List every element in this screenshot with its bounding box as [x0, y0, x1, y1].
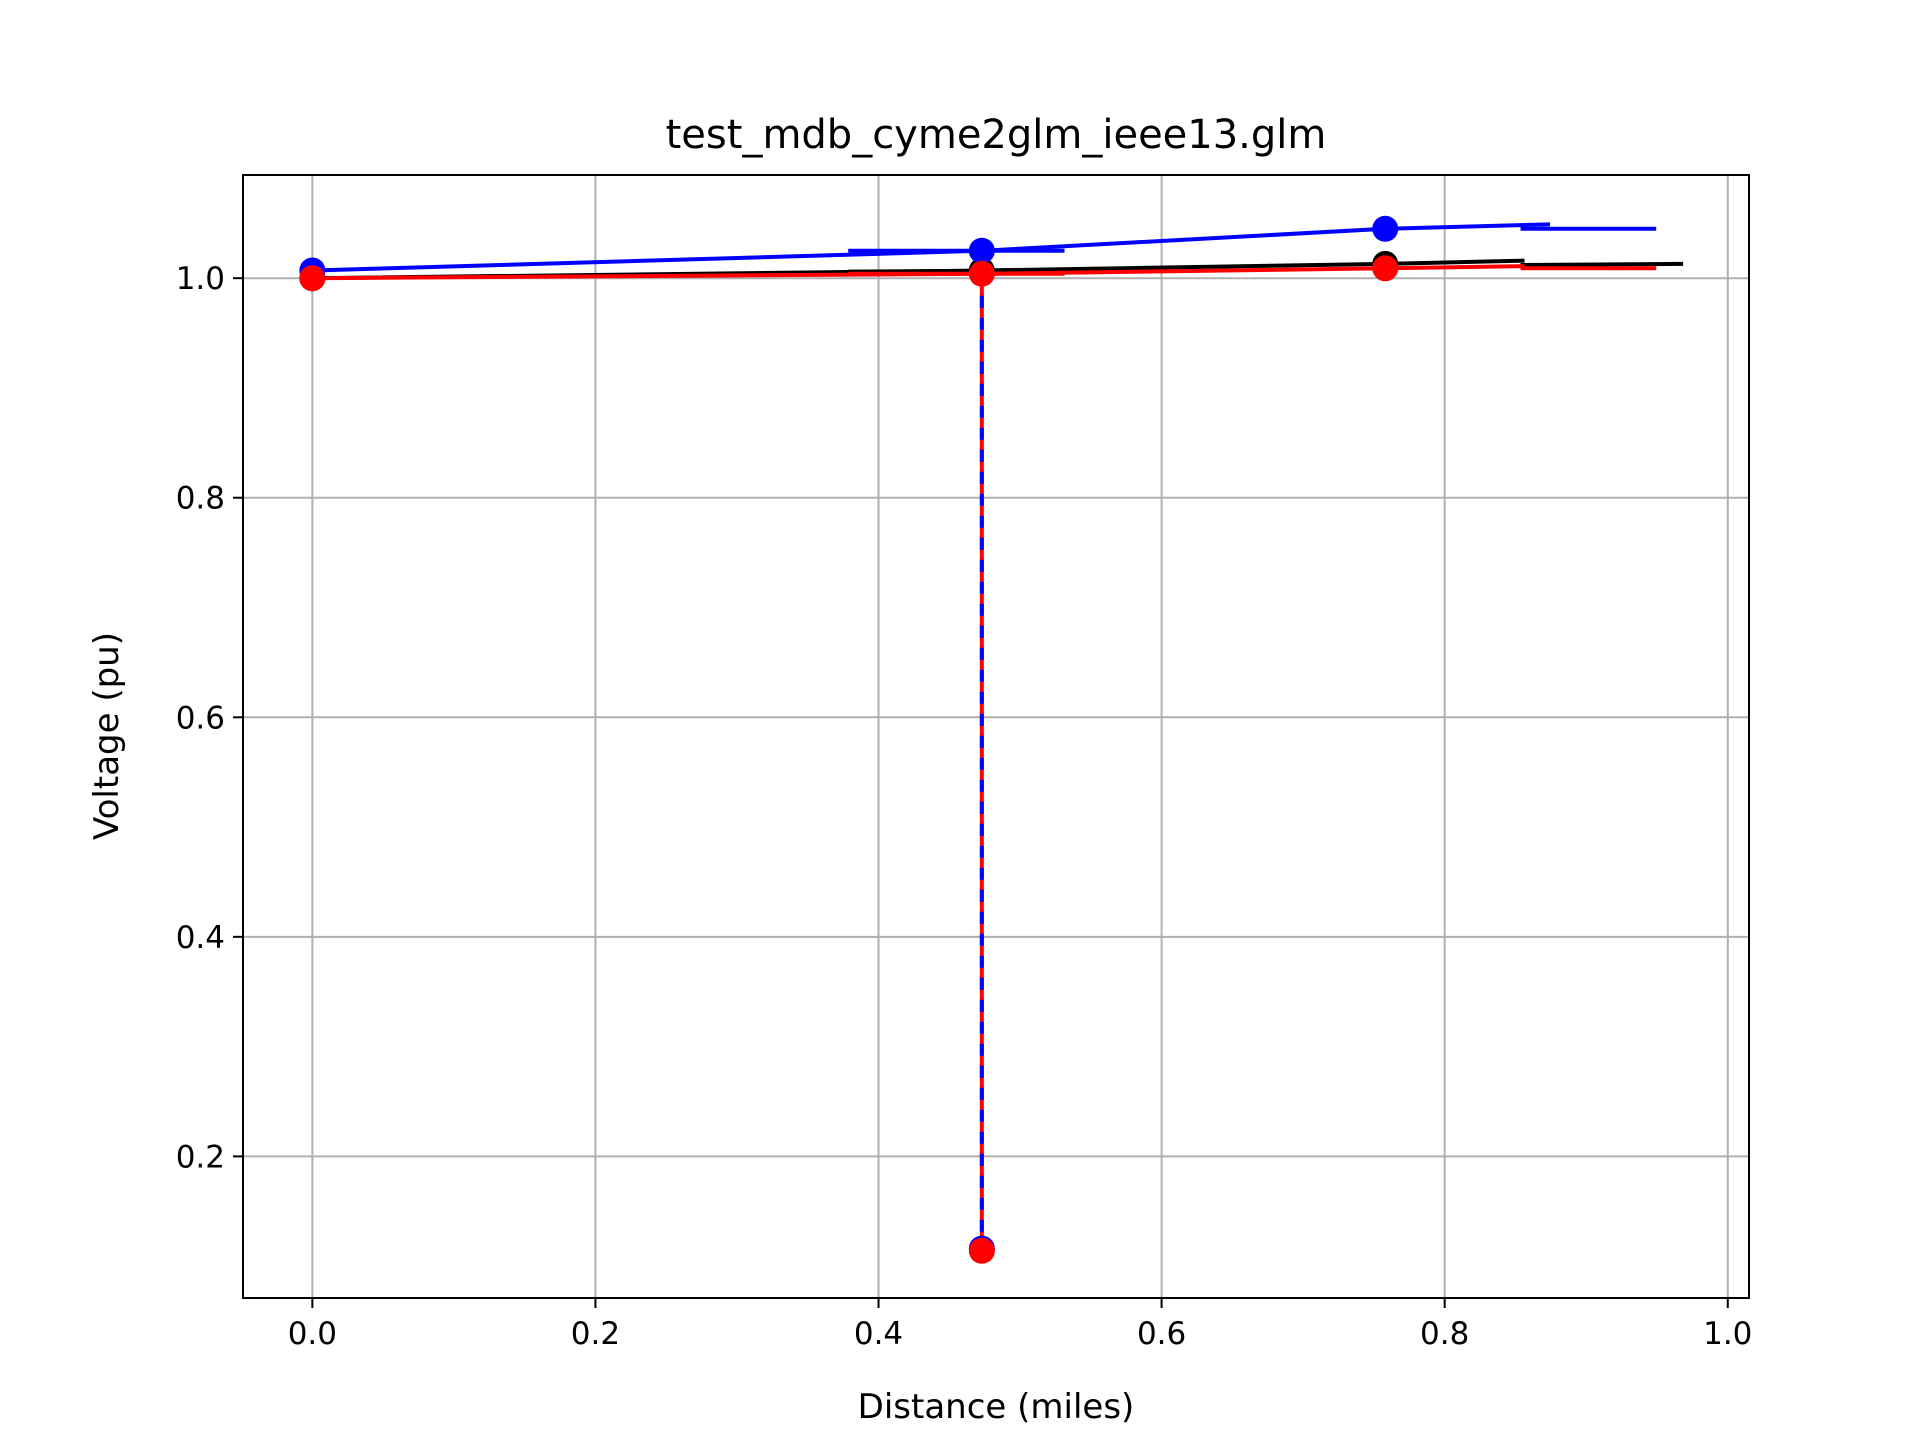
y-tick-label: 0.8 — [176, 481, 225, 517]
x-axis-label: Distance (miles) — [858, 1387, 1135, 1427]
x-tick-label: 0.2 — [571, 1316, 620, 1352]
series-2-point — [968, 237, 995, 264]
series-3-point — [1372, 255, 1399, 282]
series-1-line — [979, 261, 1388, 273]
plot-frame — [242, 174, 1750, 1299]
grid-lines — [243, 175, 1749, 1298]
series-3-line — [979, 266, 1388, 276]
axis-ticks: 0.0 0.2 0.4 0.6 0.8 1.0 0.2 0.4 0.6 0.8 1.0 — [176, 261, 1753, 1352]
x-tick-label: 1.0 — [1703, 1316, 1752, 1352]
data-series — [299, 215, 1684, 1264]
y-tick-label: 0.2 — [176, 1139, 225, 1175]
chart-title: test_mdb_cyme2glm_ieee13.glm — [666, 112, 1327, 158]
plot-area-background — [243, 175, 1749, 1298]
y-tick-label: 1.0 — [176, 261, 225, 297]
y-tick-label: 0.4 — [176, 920, 225, 956]
series-3-point — [968, 260, 995, 287]
series-2-line — [310, 248, 984, 273]
series-2-line — [1383, 222, 1551, 231]
series-3-point — [968, 1237, 995, 1264]
x-tick-label: 0.0 — [288, 1316, 337, 1352]
series-2-line — [979, 226, 1388, 253]
y-axis-label: Voltage (pu) — [87, 632, 127, 840]
series-3-line — [1383, 264, 1525, 271]
y-tick-label: 0.6 — [176, 700, 225, 736]
series-3-point — [299, 265, 326, 292]
series-1-line — [1520, 261, 1684, 268]
series-1-line — [1383, 258, 1525, 266]
series-2-point — [1372, 215, 1399, 242]
x-tick-label: 0.8 — [1420, 1316, 1469, 1352]
x-tick-label: 0.4 — [854, 1316, 903, 1352]
x-tick-label: 0.6 — [1137, 1316, 1186, 1352]
